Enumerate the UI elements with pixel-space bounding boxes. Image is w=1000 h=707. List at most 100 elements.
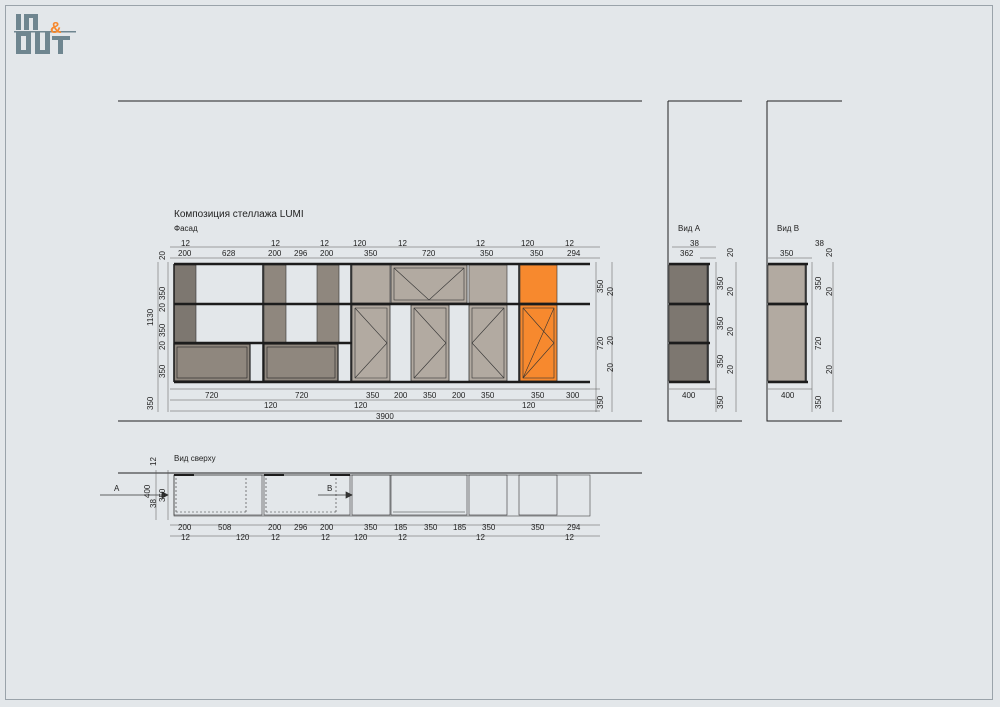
view-a-marker: A: [114, 484, 120, 493]
dim-label: 12: [320, 239, 329, 248]
dim-label: 20: [606, 336, 615, 345]
svg-text:&: &: [50, 20, 62, 37]
dim-label: 350: [158, 364, 167, 378]
dim-label: 350: [716, 395, 725, 409]
dim-label: 12: [181, 239, 190, 248]
dim-label: 350: [482, 523, 496, 532]
dim-label: 120: [236, 533, 250, 542]
dim-label: 12: [149, 457, 158, 466]
dim-label: 38: [690, 239, 699, 248]
dim-label: 350: [716, 276, 725, 290]
dim-label: 350: [481, 391, 495, 400]
view-a-label: Вид А: [678, 224, 701, 233]
facade-shelves: [174, 262, 590, 384]
dim-label: 350: [530, 249, 544, 258]
dim-label: 350: [596, 279, 605, 293]
view-b-panels: [767, 262, 808, 384]
dim-label: 720: [295, 391, 309, 400]
dim-label: 120: [264, 401, 278, 410]
dim-label: 20: [825, 365, 834, 374]
dim-label: 350: [596, 395, 605, 409]
dim-label: 200: [268, 249, 282, 258]
panel-door-1: [351, 304, 391, 382]
sheet-frame: [5, 5, 993, 700]
dim-label: 294: [567, 523, 581, 532]
view-b-label: Вид В: [777, 224, 800, 233]
dim-label: 400: [143, 484, 152, 498]
dim-label: 120: [354, 533, 368, 542]
dim-label: 296: [294, 249, 308, 258]
top-view-label: Вид сверху: [174, 454, 216, 463]
dim-label: 185: [453, 523, 467, 532]
panel-wide-door: [390, 264, 468, 304]
dim-label: 350: [531, 391, 545, 400]
view-b-frame: [766, 101, 842, 422]
panel-door-2: [410, 304, 450, 382]
dim-label: 120: [353, 239, 367, 248]
dim-label: 400: [682, 391, 696, 400]
dim-label: 200: [394, 391, 408, 400]
dim-label: 200: [268, 523, 282, 532]
view-arrows: [100, 491, 353, 499]
dim-label: 20: [606, 287, 615, 296]
dim-label: 200: [320, 523, 334, 532]
panel-box-2: [468, 264, 508, 304]
dim-label: 20: [158, 251, 167, 260]
dim-label: 350: [780, 249, 794, 258]
dim-label: 20: [726, 365, 735, 374]
top-view-plan: [173, 474, 591, 517]
dim-label: 12: [565, 533, 574, 542]
dim-label: 350: [146, 396, 155, 410]
dim-label: 120: [522, 401, 536, 410]
view-a-frame: [667, 101, 742, 422]
panel-left-drawer: [173, 343, 251, 382]
dim-label: 350: [814, 395, 823, 409]
dim-label: 20: [825, 287, 834, 296]
dim-label: 12: [476, 533, 485, 542]
dim-label: 350: [424, 523, 438, 532]
dim-label: 508: [218, 523, 232, 532]
dim-label: 12: [271, 533, 280, 542]
dim-label: 350: [814, 276, 823, 290]
dim-label: 720: [814, 336, 823, 350]
dim-label: 1130: [146, 308, 155, 326]
dim-label: 400: [781, 391, 795, 400]
dim-label: 38: [815, 239, 824, 248]
dim-label: 296: [294, 523, 308, 532]
dim-label: 350: [158, 286, 167, 300]
dim-label: 350: [423, 391, 437, 400]
dim-label: 350: [716, 316, 725, 330]
panel-box-1: [351, 264, 391, 304]
dim-label: 120: [521, 239, 535, 248]
view-a-panels: [668, 262, 710, 384]
dim-label: 12: [321, 533, 330, 542]
dim-label: 38: [149, 499, 158, 508]
dim-label: 720: [596, 336, 605, 350]
dim-label: 720: [205, 391, 219, 400]
dim-label: 200: [452, 391, 466, 400]
dim-label: 350: [716, 354, 725, 368]
dim-label: 120: [354, 401, 368, 410]
dim-label: 20: [158, 303, 167, 312]
dim-label: 350: [158, 488, 167, 502]
facade-dimension-lines: [157, 246, 613, 412]
dim-label: 628: [222, 249, 236, 258]
facade-label: Фасад: [174, 224, 198, 233]
dim-label: 12: [271, 239, 280, 248]
dim-label: 294: [567, 249, 581, 258]
dim-label: 350: [366, 391, 380, 400]
dim-label: 720: [422, 249, 436, 258]
dim-label: 350: [480, 249, 494, 258]
facade-panels: [173, 264, 558, 382]
dim-label: 350: [158, 323, 167, 337]
dim-label: 12: [398, 533, 407, 542]
in-out-logo: &: [14, 14, 76, 54]
dim-label: 20: [726, 287, 735, 296]
dim-label: 20: [726, 248, 735, 257]
dim-label: 20: [158, 341, 167, 350]
dim-label: 350: [531, 523, 545, 532]
dim-label: 12: [181, 533, 190, 542]
drawing-title: Композиция стеллажа LUMI: [174, 209, 304, 220]
